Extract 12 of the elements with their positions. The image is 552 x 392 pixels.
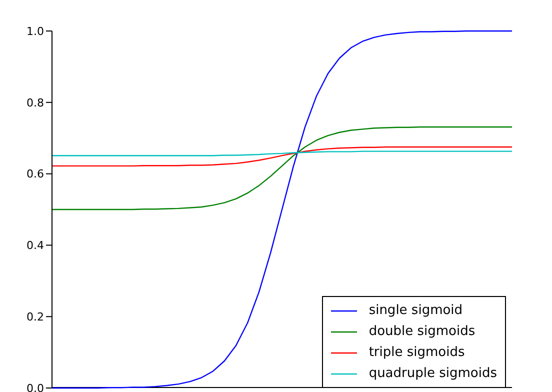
legend-label: triple sigmoids bbox=[368, 344, 465, 362]
y-tick-label: 1.0 bbox=[26, 24, 44, 38]
line-series bbox=[51, 146, 513, 167]
legend-label: single sigmoid bbox=[368, 302, 463, 320]
legend-label: double sigmoids bbox=[368, 323, 476, 341]
y-tick-label: 0.8 bbox=[26, 96, 44, 110]
y-tick-label: 0.6 bbox=[26, 168, 44, 181]
y-tick-label: 0.0 bbox=[26, 382, 44, 392]
legend-label: quadruple sigmoids bbox=[368, 365, 497, 383]
line-series bbox=[51, 126, 513, 210]
y-tick-label: 0.2 bbox=[26, 310, 44, 324]
y-tick-label: 0.4 bbox=[26, 239, 44, 252]
